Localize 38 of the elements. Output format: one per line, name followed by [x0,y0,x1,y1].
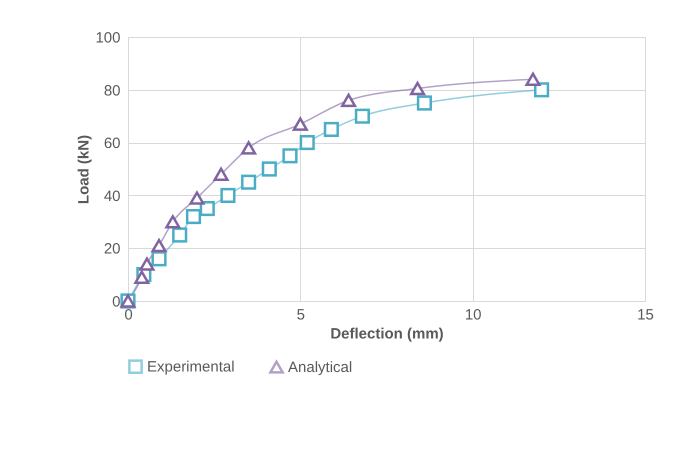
point [189,191,205,205]
point [241,174,256,190]
point [410,82,426,96]
point [292,117,308,131]
point [324,122,339,137]
point [220,188,236,203]
x-tick-label: 5 [296,306,306,324]
point [213,168,229,182]
point [172,227,188,243]
point [534,82,550,98]
point [262,161,277,177]
y-tick-label: 20 [104,240,120,258]
y-tick-label: 40 [104,188,120,205]
point [416,95,432,111]
x-tick-label: 0 [124,306,133,324]
point [151,251,167,266]
legend-label: Experimental [147,358,235,376]
point [151,238,167,252]
point [241,141,256,155]
y-tick-label: 80 [104,82,120,100]
point [525,72,541,86]
point [134,270,150,284]
point [186,208,202,224]
x-axis-title: Deflection (mm) [330,326,444,342]
y-axis-title: Load (kN) [75,134,92,204]
point [165,215,180,229]
y-tick-label: 0 [112,294,120,310]
point [282,148,298,164]
point [354,108,370,124]
x-tick-label: 15 [637,306,654,324]
point [139,257,155,271]
y-tick-label: 100 [95,30,120,46]
y-tick-label: 60 [104,135,120,152]
point [300,135,315,150]
point [200,201,215,216]
legend-label: Analytical [288,359,352,376]
x-tick-label: 10 [464,306,482,324]
point [341,94,356,108]
